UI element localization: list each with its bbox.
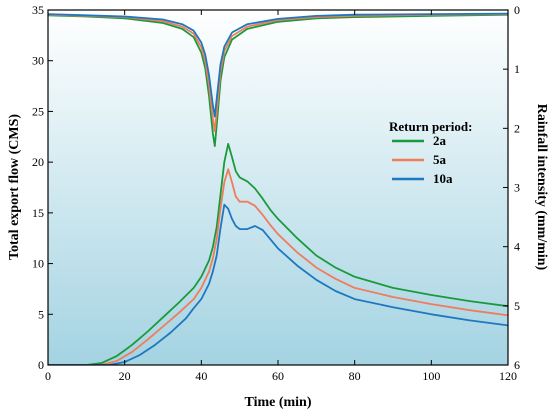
x-axis-title: Time (min)	[244, 395, 311, 410]
rainfall-series-group	[48, 12, 508, 148]
y-tick-label: 35	[32, 3, 44, 17]
x-tick-label: 40	[195, 369, 207, 383]
y2-tick-label: 0	[514, 3, 520, 17]
rainfall-line-5a	[48, 13, 508, 133]
flow-line-10a	[48, 203, 508, 365]
legend-label-2a: 2a	[433, 133, 447, 148]
plot-background	[48, 10, 508, 365]
x-axis-ticks: 0 20 40 60 80 100 120	[45, 10, 517, 383]
y2-tick-label: 1	[514, 62, 520, 76]
y2-tick-label: 6	[514, 358, 520, 372]
flow-line-5a	[48, 168, 508, 365]
y2-axis-title: Rainfall intensity (mm/min)	[534, 104, 549, 271]
rainfall-line-10a	[48, 12, 508, 118]
x-tick-label: 0	[45, 369, 51, 383]
y-tick-label: 25	[32, 104, 44, 118]
y-axis-title: Total export flow (CMS)	[7, 114, 22, 260]
x-tick-label: 120	[499, 369, 517, 383]
flow-series-group	[48, 142, 508, 365]
x-tick-label: 60	[272, 369, 284, 383]
legend-title: Return period:	[389, 119, 472, 134]
x-tick-label: 20	[119, 369, 131, 383]
y2-tick-label: 2	[514, 121, 520, 135]
rainfall-line-2a	[48, 13, 508, 148]
legend-label-10a: 10a	[433, 171, 453, 186]
y-tick-label: 10	[32, 257, 44, 271]
y2-axis-ticks: 0 1 2 3 4 5 6	[503, 3, 520, 372]
y-tick-label: 15	[32, 206, 44, 220]
y2-tick-label: 5	[514, 299, 520, 313]
y-tick-label: 20	[32, 155, 44, 169]
x-tick-label: 100	[422, 369, 440, 383]
legend: Return period: 2a 5a 10a	[389, 119, 472, 186]
y2-tick-label: 3	[514, 181, 520, 195]
y2-tick-label: 4	[514, 240, 520, 254]
y-axis-ticks: 0 5 10 15 20 25 30 35	[32, 3, 53, 372]
y-tick-label: 0	[38, 358, 44, 372]
flow-line-2a	[48, 142, 508, 365]
legend-label-5a: 5a	[433, 152, 447, 167]
y-tick-label: 5	[38, 307, 44, 321]
y-tick-label: 30	[32, 54, 44, 68]
x-tick-label: 80	[349, 369, 361, 383]
